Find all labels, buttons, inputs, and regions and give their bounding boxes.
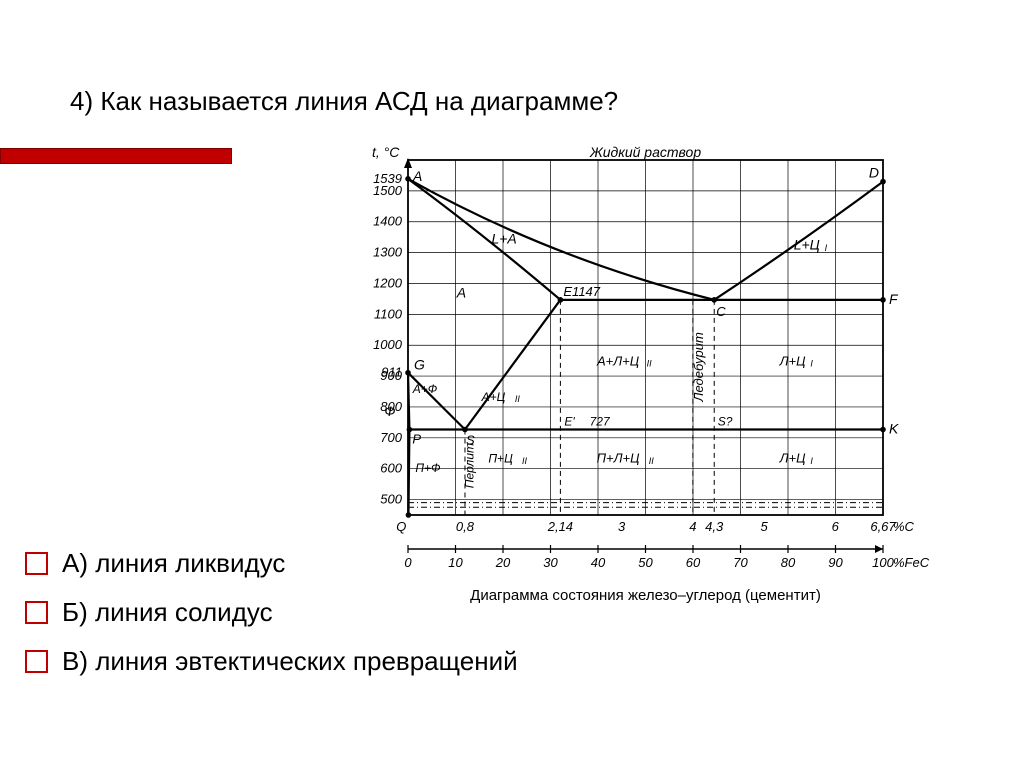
svg-text:3: 3 [618,519,626,534]
svg-text:A: A [456,284,466,300]
svg-text:40: 40 [591,555,606,570]
svg-text:II: II [649,456,655,466]
svg-text:Ф: Ф [384,403,395,419]
svg-text:10: 10 [448,555,463,570]
svg-text:П+Ф: П+Ф [415,461,441,475]
checkbox-icon[interactable] [25,552,48,575]
svg-text:90: 90 [828,555,843,570]
svg-text:L+A: L+A [491,230,516,246]
svg-text:30: 30 [543,555,558,570]
svg-text:Л+Ц: Л+Ц [779,451,807,466]
svg-text:20: 20 [495,555,511,570]
svg-text:Ледебурит: Ледебурит [691,332,706,402]
svg-text:II: II [522,456,528,466]
svg-text:C: C [716,304,726,319]
svg-text:70: 70 [733,555,748,570]
answer-c-label: В) линия эвтектических превращений [62,640,518,683]
svg-text:Жидкий раствор: Жидкий раствор [589,144,701,160]
svg-text:80: 80 [781,555,796,570]
svg-text:II: II [647,359,653,369]
svg-text:П+Ц: П+Ц [488,452,513,466]
svg-text:911: 911 [381,365,402,380]
svg-text:700: 700 [380,430,402,445]
svg-text:D: D [869,165,879,181]
svg-text:Перлит: Перлит [463,443,477,488]
svg-text:E': E' [564,414,575,428]
svg-text:727: 727 [590,414,611,428]
svg-text:0: 0 [404,555,412,570]
checkbox-icon[interactable] [25,601,48,624]
svg-text:2,14: 2,14 [547,519,573,534]
svg-text:50: 50 [638,555,653,570]
svg-text:F: F [889,291,899,307]
svg-text:%C: %C [893,519,915,534]
svg-text:1000: 1000 [373,337,403,352]
svg-text:П+Л+Ц: П+Л+Ц [597,451,641,466]
diagram-svg: 5006007008009001000110012001300140015001… [350,140,930,640]
svg-text:500: 500 [380,492,402,507]
svg-text:K: K [889,420,899,436]
svg-text:Q: Q [396,519,406,534]
svg-text:1300: 1300 [373,245,403,260]
svg-text:1400: 1400 [373,214,403,229]
svg-text:G: G [414,357,425,373]
svg-text:A+Ф: A+Ф [412,382,438,396]
svg-text:L+Ц: L+Ц [794,237,820,253]
phase-diagram: 5006007008009001000110012001300140015001… [350,140,930,640]
svg-text:1539: 1539 [373,171,402,186]
svg-text:1100: 1100 [374,306,403,321]
svg-text:P: P [412,431,421,446]
svg-text:0,8: 0,8 [456,519,475,534]
svg-text:A+Ц: A+Ц [481,390,506,404]
answer-b-label: Б) линия солидус [62,591,273,634]
answer-a-label: А) линия ликвидус [62,542,285,585]
svg-text:Л+Ц: Л+Ц [779,353,807,368]
svg-text:II: II [515,394,521,404]
svg-text:4,3: 4,3 [705,519,724,534]
svg-text:6: 6 [832,519,840,534]
svg-text:S?: S? [718,414,733,428]
svg-text:E1147: E1147 [563,284,600,299]
svg-text:600: 600 [380,461,402,476]
svg-text:%FeC: %FeC [893,555,930,570]
accent-bar [0,148,232,164]
svg-text:А+Л+Ц: А+Л+Ц [596,353,640,368]
answer-c[interactable]: В) линия эвтектических превращений [25,640,518,683]
svg-text:60: 60 [686,555,701,570]
svg-text:A: A [412,168,422,184]
checkbox-icon[interactable] [25,650,48,673]
question-title: 4) Как называется линия АСД на диаграмме… [70,86,618,117]
svg-text:t, °C: t, °C [372,144,400,160]
svg-text:Диаграмма состояния железо–угл: Диаграмма состояния железо–углерод (цеме… [470,587,821,604]
svg-text:4: 4 [689,519,696,534]
svg-text:1200: 1200 [373,275,403,290]
svg-text:100: 100 [872,555,894,570]
svg-text:5: 5 [760,519,768,534]
